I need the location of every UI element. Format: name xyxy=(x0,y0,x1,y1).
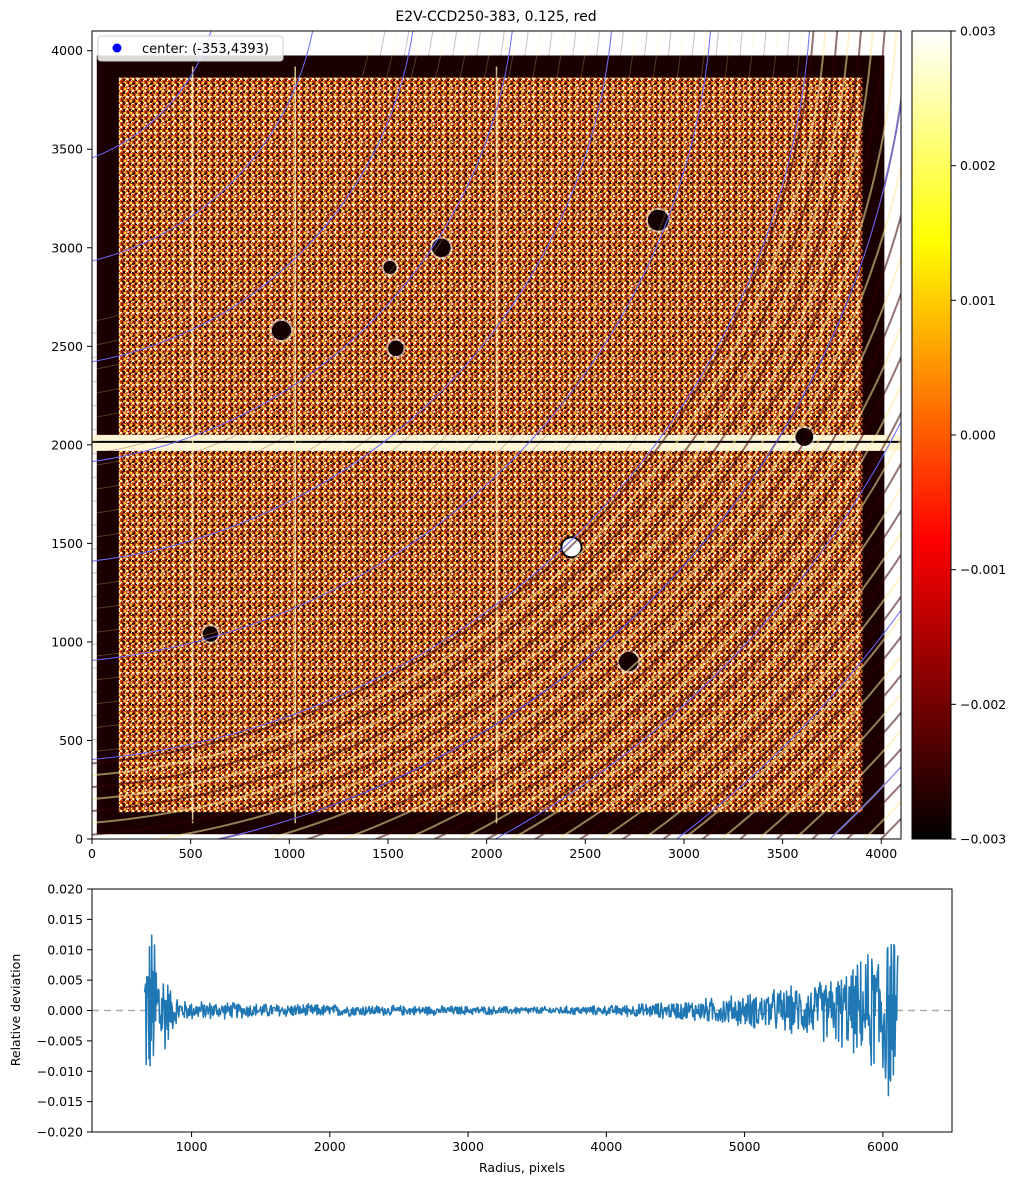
y-tick-label: 2000 xyxy=(51,437,83,452)
defect-spot xyxy=(795,428,814,446)
x-tick-label: 1000 xyxy=(273,846,305,861)
y-tick-label: 2500 xyxy=(51,339,83,354)
x-tick-label: 4000 xyxy=(865,846,897,861)
x-tick-label: 1000 xyxy=(176,1139,208,1154)
defect-spot xyxy=(271,320,292,341)
colorbar-tick-label: 0.002 xyxy=(960,158,996,173)
x-tick-label: 3000 xyxy=(452,1139,484,1154)
y-tick-label: −0.015 xyxy=(37,1094,83,1109)
y-tick-label: 500 xyxy=(59,733,83,748)
colorbar: 0.003 0.002 0.001 0.000 −0.001 −0.002 −0.003 xyxy=(911,24,1006,847)
profile-y-axis: 0.020 0.015 0.010 0.005 0.000 −0.005 −0.010 −0.… xyxy=(37,882,92,1140)
y-tick-label: −0.020 xyxy=(37,1125,83,1140)
x-tick-label: 2000 xyxy=(471,846,503,861)
defect-spot xyxy=(383,260,397,275)
series-line xyxy=(143,934,899,1097)
x-tick-label: 5000 xyxy=(729,1139,761,1154)
profile-y-label: Relative deviation xyxy=(8,954,23,1066)
heatmap-y-axis: 0 500 1000 1500 2000 2500 3000 3500 4000 xyxy=(51,43,92,847)
legend-label: center: (-353,4393) xyxy=(142,42,269,57)
x-tick-label: 500 xyxy=(179,846,203,861)
y-tick-label: 0.000 xyxy=(47,1003,83,1018)
heatmap-title: E2V-CCD250-383, 0.125, red xyxy=(395,9,596,25)
legend: center: (-353,4393) xyxy=(97,35,284,62)
x-tick-label: 3000 xyxy=(668,846,700,861)
y-tick-label: 3500 xyxy=(51,142,83,157)
y-tick-label: 1000 xyxy=(51,634,83,649)
y-tick-label: 1500 xyxy=(51,536,83,551)
y-tick-label: 0.020 xyxy=(47,882,83,897)
heatmap-x-axis: 0 500 1000 1500 2000 2500 3000 3500 4000 xyxy=(88,839,897,861)
colorbar-tick-label: −0.003 xyxy=(960,832,1006,847)
y-tick-label: −0.010 xyxy=(37,1064,83,1079)
defect-spot xyxy=(388,340,404,357)
profile-x-label: Radius, pixels xyxy=(479,1160,565,1175)
x-tick-label: 0 xyxy=(88,846,96,861)
y-tick-label: 4000 xyxy=(51,43,83,58)
x-tick-label: 4000 xyxy=(590,1139,622,1154)
colorbar-ticks: 0.003 0.002 0.001 0.000 −0.001 −0.002 −0.003 xyxy=(951,24,1006,847)
legend-marker xyxy=(112,43,122,53)
colorbar-tick-label: 0.001 xyxy=(960,293,996,308)
x-tick-label: 2500 xyxy=(569,846,601,861)
defect-spot xyxy=(647,209,669,231)
defect-spot xyxy=(560,536,583,559)
x-tick-label: 3500 xyxy=(767,846,799,861)
colorbar-tick-label: 0.003 xyxy=(960,24,996,39)
x-tick-label: 1500 xyxy=(372,846,404,861)
colorbar-tick-label: −0.001 xyxy=(960,562,1006,577)
y-tick-label: 0.005 xyxy=(47,973,83,988)
x-tick-label: 2000 xyxy=(314,1139,346,1154)
y-tick-label: −0.005 xyxy=(37,1033,83,1048)
defect-spot xyxy=(431,238,451,258)
colorbar-tick-label: 0.000 xyxy=(960,428,996,443)
profile-x-axis: 1000 2000 3000 4000 5000 6000 xyxy=(176,1132,899,1154)
y-tick-label: 0 xyxy=(75,832,83,847)
y-tick-label: 3000 xyxy=(51,240,83,255)
y-tick-label: 0.010 xyxy=(47,942,83,957)
defect-spot xyxy=(202,626,219,642)
profile-plot: 1000 2000 3000 4000 5000 6000 0.020 0.015 0.010… xyxy=(8,882,953,1175)
y-tick-label: 0.015 xyxy=(47,912,83,927)
colorbar-tick-label: −0.002 xyxy=(960,697,1006,712)
x-tick-label: 6000 xyxy=(867,1139,899,1154)
